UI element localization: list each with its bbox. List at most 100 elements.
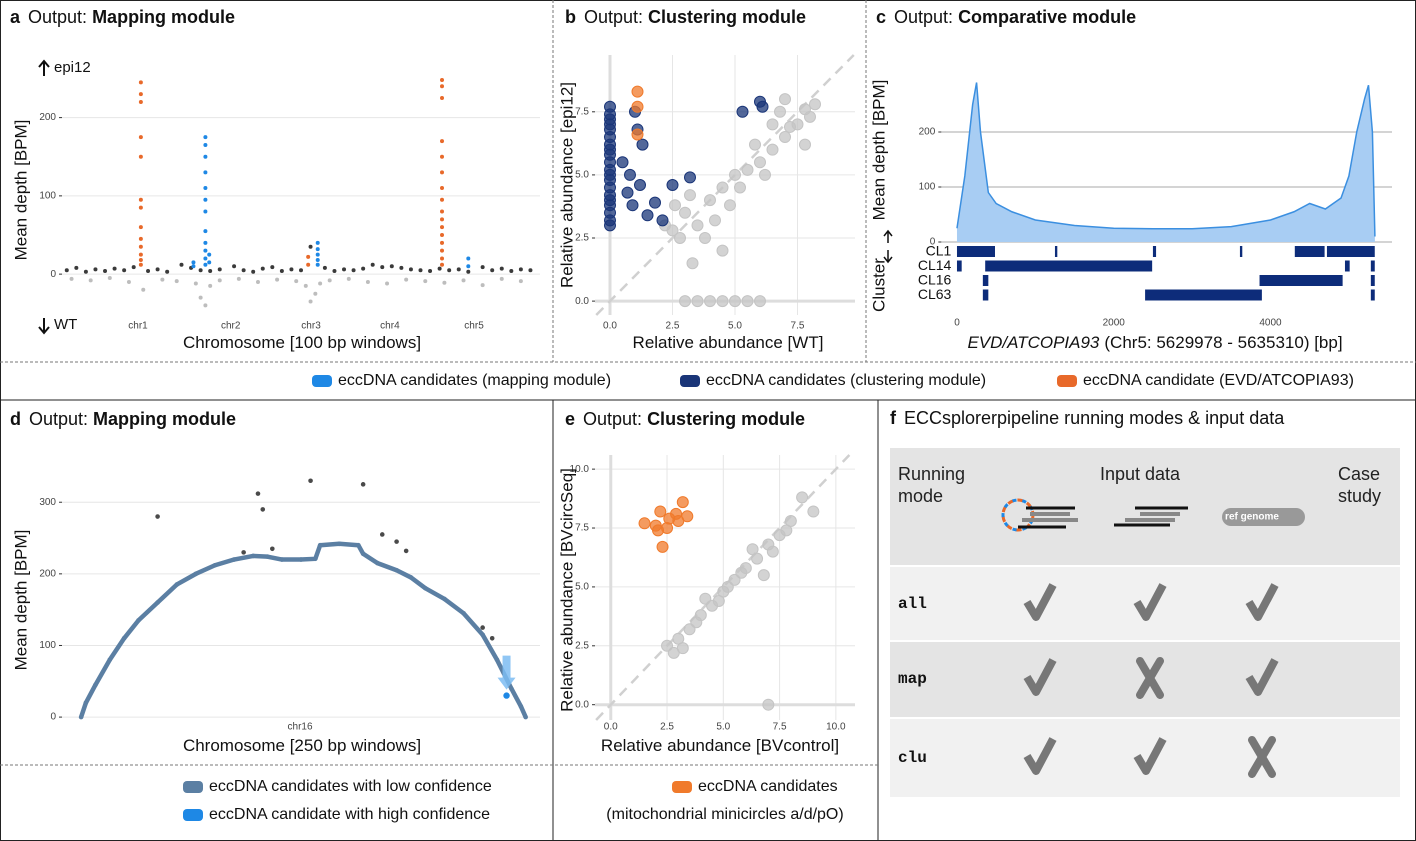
y-tick-label: 200 [39,112,56,123]
point [754,295,766,308]
point [203,170,208,175]
point [336,541,342,547]
cluster-label: Cluster [869,258,888,312]
point [480,625,485,630]
panel-title-text: Clustering module [647,409,805,429]
point [766,545,779,558]
point [370,262,375,267]
point [440,186,445,191]
point [724,199,736,212]
x-axis-label-text: Relative abundance [BVcontrol] [601,736,839,755]
point [203,186,208,191]
panel-title-lead: Output: [28,7,87,27]
point [308,299,313,304]
point [440,84,445,89]
cluster-segment [1370,260,1375,272]
y-tick-label: 10.0 [570,464,590,475]
point [762,698,775,711]
x-axis-label: Chromosome [100 bp windows] [183,333,421,352]
x-axis-label-text: Relative abundance [WT] [633,333,824,352]
point [735,566,748,579]
point [418,268,423,273]
point [461,278,466,283]
point [155,514,160,519]
x-tick-label: chr1 [128,321,148,332]
point [456,267,461,272]
point [729,295,741,308]
point [315,262,320,267]
x-axis-label: Relative abundance [BVcontrol] [601,736,839,755]
panel-title: a Output: Mapping module [10,7,235,27]
point [440,233,445,237]
y-axis-label: Relative abundance [epi12] [557,82,576,288]
point [509,686,514,691]
point [236,276,241,281]
cluster-segment [956,260,962,272]
point [313,291,318,296]
point [704,194,716,207]
point [734,181,746,194]
point [317,542,323,548]
panel-label: b [565,7,576,27]
point [107,276,112,281]
table-header: Running mode [898,464,966,506]
point [155,600,160,605]
cluster-segment [982,275,989,286]
point [440,170,445,175]
x-axis-label: Chromosome [250 bp windows] [183,736,421,755]
point [298,557,304,562]
point [759,168,771,181]
point [299,268,303,273]
point [621,186,634,199]
point [799,103,811,116]
point [165,269,170,274]
panel-label: d [10,409,21,429]
point [670,507,683,520]
point [480,265,485,270]
point [403,548,409,554]
upper-label: epi12 [54,59,91,76]
point [191,260,196,265]
check-mark [1023,583,1057,621]
point [440,262,445,267]
legend-label: eccDNA candidates (clustering module) [706,372,986,389]
row-mode: map [898,670,927,688]
point [631,128,644,141]
panel-label: c [876,7,886,27]
cross-mark [1136,657,1164,699]
cluster-segment [1054,246,1058,257]
point [631,85,644,98]
x-tick-label: 2.5 [666,321,680,332]
point [313,556,318,562]
point [656,214,669,227]
point [440,78,445,83]
point [138,236,143,241]
point [327,278,332,283]
check-mark [1023,658,1057,696]
point [103,269,108,273]
point [604,219,616,232]
point [394,539,399,544]
y-axis-label: Mean depth [BPM] [11,120,30,261]
point [489,636,495,641]
point [265,554,270,559]
point [654,505,667,518]
point [756,100,769,113]
legend-label: eccDNA candidates (mapping module) [338,372,611,389]
point [155,267,160,272]
point [315,258,320,263]
point [440,248,445,253]
point [784,120,796,133]
x-tick-label: 2.5 [660,722,674,733]
point [746,543,759,556]
point [250,553,256,559]
panel-title-text: Clustering module [648,7,806,27]
cluster-segment [982,289,989,301]
point [749,138,761,151]
x-tick-label: chr5 [464,321,484,332]
point [440,225,445,230]
legend-label: eccDNA candidate (EVD/ATCOPIA93) [1083,372,1354,389]
reference-line [595,54,855,316]
point [729,168,741,181]
point [699,592,712,605]
